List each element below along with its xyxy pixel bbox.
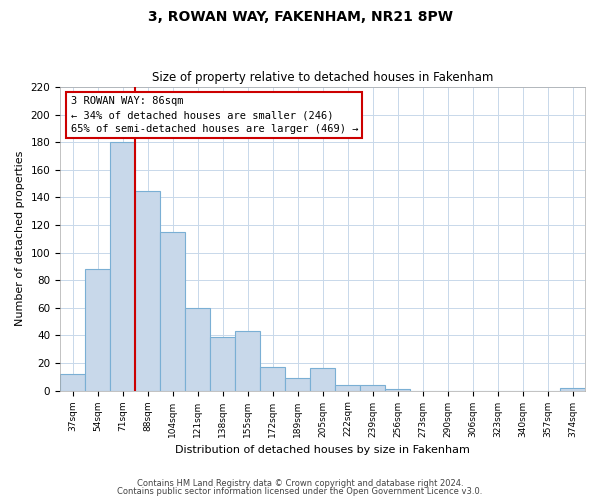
- Bar: [310, 368, 335, 390]
- Bar: [160, 232, 185, 390]
- Bar: [85, 269, 110, 390]
- Bar: [335, 385, 360, 390]
- Bar: [385, 389, 410, 390]
- Bar: [135, 190, 160, 390]
- Title: Size of property relative to detached houses in Fakenham: Size of property relative to detached ho…: [152, 72, 493, 85]
- Bar: [260, 367, 285, 390]
- Text: Contains HM Land Registry data © Crown copyright and database right 2024.: Contains HM Land Registry data © Crown c…: [137, 478, 463, 488]
- Bar: [210, 337, 235, 390]
- Text: Contains public sector information licensed under the Open Government Licence v3: Contains public sector information licen…: [118, 487, 482, 496]
- Text: 3 ROWAN WAY: 86sqm
← 34% of detached houses are smaller (246)
65% of semi-detach: 3 ROWAN WAY: 86sqm ← 34% of detached hou…: [71, 96, 358, 134]
- Bar: [235, 331, 260, 390]
- Bar: [560, 388, 585, 390]
- Bar: [185, 308, 210, 390]
- Bar: [360, 385, 385, 390]
- X-axis label: Distribution of detached houses by size in Fakenham: Distribution of detached houses by size …: [175, 445, 470, 455]
- Y-axis label: Number of detached properties: Number of detached properties: [15, 151, 25, 326]
- Text: 3, ROWAN WAY, FAKENHAM, NR21 8PW: 3, ROWAN WAY, FAKENHAM, NR21 8PW: [148, 10, 452, 24]
- Bar: [60, 374, 85, 390]
- Bar: [285, 378, 310, 390]
- Bar: [110, 142, 135, 390]
